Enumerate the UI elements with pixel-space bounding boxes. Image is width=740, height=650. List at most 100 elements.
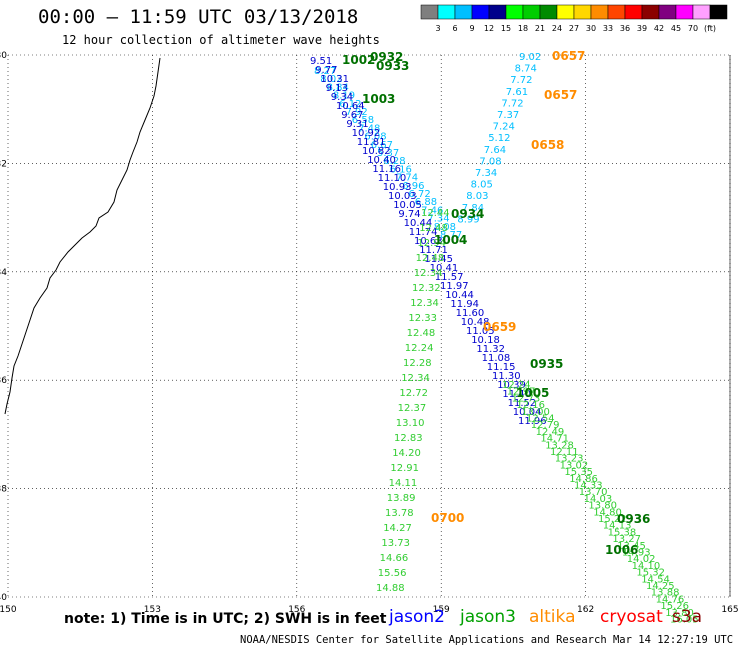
swh-value-jason2-light: 7.48: [358, 123, 380, 134]
swh-value-jason2-light: 8.77: [440, 230, 462, 241]
swh-value-jason2-light: 8.02: [320, 74, 342, 85]
swh-value-jason2: 11.81: [357, 137, 386, 148]
swh-value-jason3: 13.45: [617, 541, 646, 552]
lat-tick-label: -38: [0, 485, 7, 495]
colorbar-swatch: [505, 4, 524, 20]
swh-value-jason3: 13.80: [665, 608, 694, 619]
note-text: note: 1) Time is in UTC; 2) SWH is in fe…: [64, 611, 387, 627]
swh-value-jason3: 14.33: [574, 481, 603, 492]
colorbar-swatch: [607, 4, 626, 20]
satellite-label-s3a: s3a: [672, 607, 703, 627]
swh-value-jason2-light: 8.08: [434, 222, 456, 233]
swh-value-jason3: 12.94: [417, 238, 446, 249]
swh-value-jason2-light: 6.16: [390, 164, 412, 175]
swh-value-jason2-light: 7.46: [421, 205, 443, 216]
lon-tick-label: 165: [721, 605, 738, 615]
swh-value-jason2: 9.67: [341, 110, 363, 121]
page-title: 00:00 – 11:59 UTC 03/13/2018: [38, 6, 359, 28]
swh-value-jason2: 10.93: [383, 182, 412, 193]
swh-value-jason2-light: 6.96: [402, 181, 424, 192]
colorbar-swatch: [420, 4, 439, 20]
swh-value-jason2: 11.16: [372, 164, 401, 175]
swh-value-jason2-light: 7.72: [510, 75, 532, 86]
swh-value-jason2-light: 8.27: [314, 66, 336, 77]
swh-value-jason3: 14.54: [641, 574, 670, 585]
swh-value-jason2: 10.31: [320, 74, 349, 85]
colorbar-swatch: [641, 4, 660, 20]
colorbar-swatch: [488, 4, 507, 20]
swh-value-jason2: 11.45: [424, 254, 453, 265]
colorbar-label: 18: [518, 24, 528, 33]
swh-value-jason3: 12.16: [516, 400, 545, 411]
swh-value-jason2: 9.51: [310, 56, 332, 67]
pass-time-label: 0657: [544, 88, 577, 102]
swh-value-jason2: 11.05: [466, 326, 495, 337]
pass-time-label: 0658: [531, 138, 564, 152]
swh-value-jason2-light: 6.67: [371, 140, 393, 151]
swh-value-jason2: 10.41: [430, 263, 459, 274]
colorbar-label: 45: [671, 24, 681, 33]
swh-value-jason3: 13.80: [588, 501, 617, 512]
colorbar-label: 12: [484, 24, 494, 33]
lat-tick-label: -36: [0, 376, 7, 386]
coastline: [4, 57, 161, 415]
swh-value-jason2: 10.44: [404, 218, 433, 229]
pass-time-label: 0935: [530, 357, 563, 371]
colorbar-label: 6: [452, 24, 457, 33]
pass-time-label: 1005: [516, 386, 549, 400]
swh-value-jason3: 14.13: [603, 521, 632, 532]
swh-value-jason2-light: 8.19: [333, 91, 355, 102]
swh-value-jason2: 11.10: [378, 173, 407, 184]
colorbar-label: (ft): [704, 24, 716, 33]
altimeter-tracks: 8.278.028.848.196.127.926.587.486.086.67…: [310, 49, 699, 626]
colorbar-swatch: [624, 4, 643, 20]
swh-value-jason3: 14.25: [646, 581, 675, 592]
swh-value-jason2-light: 6.12: [339, 99, 361, 110]
satellite-label-jason3: jason3: [460, 607, 516, 627]
colorbar-label: 3: [435, 24, 440, 33]
colorbar-swatch: [675, 4, 694, 20]
swh-value-jason2: 9.34: [331, 92, 353, 103]
pass-time-label: 0700: [431, 511, 464, 525]
swh-value-jason2-light: 6.72: [409, 189, 431, 200]
swh-value-jason2-light: 5.12: [488, 133, 510, 144]
colorbar-swatch: [454, 4, 473, 20]
swh-value-jason2: 10.92: [352, 128, 381, 139]
swh-value-jason2-light: 9.02: [519, 52, 541, 63]
swh-value-jason2-light: 6.28: [383, 156, 405, 167]
swh-value-jason3: 14.71: [540, 434, 569, 445]
swh-value-jason3: 14.86: [569, 474, 598, 485]
swh-value-jason3: 15.35: [564, 467, 593, 478]
swh-value-jason3: 12.73: [512, 393, 541, 404]
swh-value-jason3: 12.97: [507, 387, 536, 398]
swh-value-jason2: 10.04: [513, 407, 542, 418]
swh-value-jason3: 12.83: [394, 433, 423, 444]
swh-value-jason3: 12.49: [536, 427, 565, 438]
swh-value-jason2: 11.15: [487, 362, 516, 373]
swh-value-jason3: 12.48: [419, 223, 448, 234]
pass-time-label: 0657: [552, 49, 585, 63]
lat-tick-label: -34: [0, 268, 7, 278]
pass-time-label: 0934: [451, 207, 484, 221]
swh-value-jason3: 14.11: [389, 478, 418, 489]
swh-value-jason3: 14.88: [376, 583, 405, 594]
swh-value-jason3: 12.72: [399, 388, 428, 399]
swh-value-jason2-light: 7.72: [501, 98, 523, 109]
pass-time-label: 1002: [342, 53, 375, 67]
colorbar-swatch: [471, 4, 490, 20]
swh-value-jason3: 15.56: [378, 568, 407, 579]
page-subtitle: 12 hour collection of altimeter wave hei…: [62, 33, 380, 47]
swh-value-jason2-light: 7.08: [479, 156, 501, 167]
colorbar-swatch: [556, 4, 575, 20]
swh-value-jason3: 13.00: [521, 407, 550, 418]
colorbar-label: 21: [535, 24, 545, 33]
swh-value-jason3: 12.28: [403, 358, 432, 369]
swh-value-jason3: 14.02: [627, 554, 656, 565]
swh-value-jason2-light: 6.88: [415, 197, 437, 208]
swh-value-jason2-light: 8.05: [471, 180, 493, 191]
swh-value-jason2-light: 8.84: [327, 82, 349, 93]
lon-tick-label: 156: [288, 605, 305, 615]
swh-value-jason2-light: 7.34: [475, 168, 497, 179]
colorbar-label: 30: [586, 24, 596, 33]
colorbar-label: 24: [552, 24, 562, 33]
